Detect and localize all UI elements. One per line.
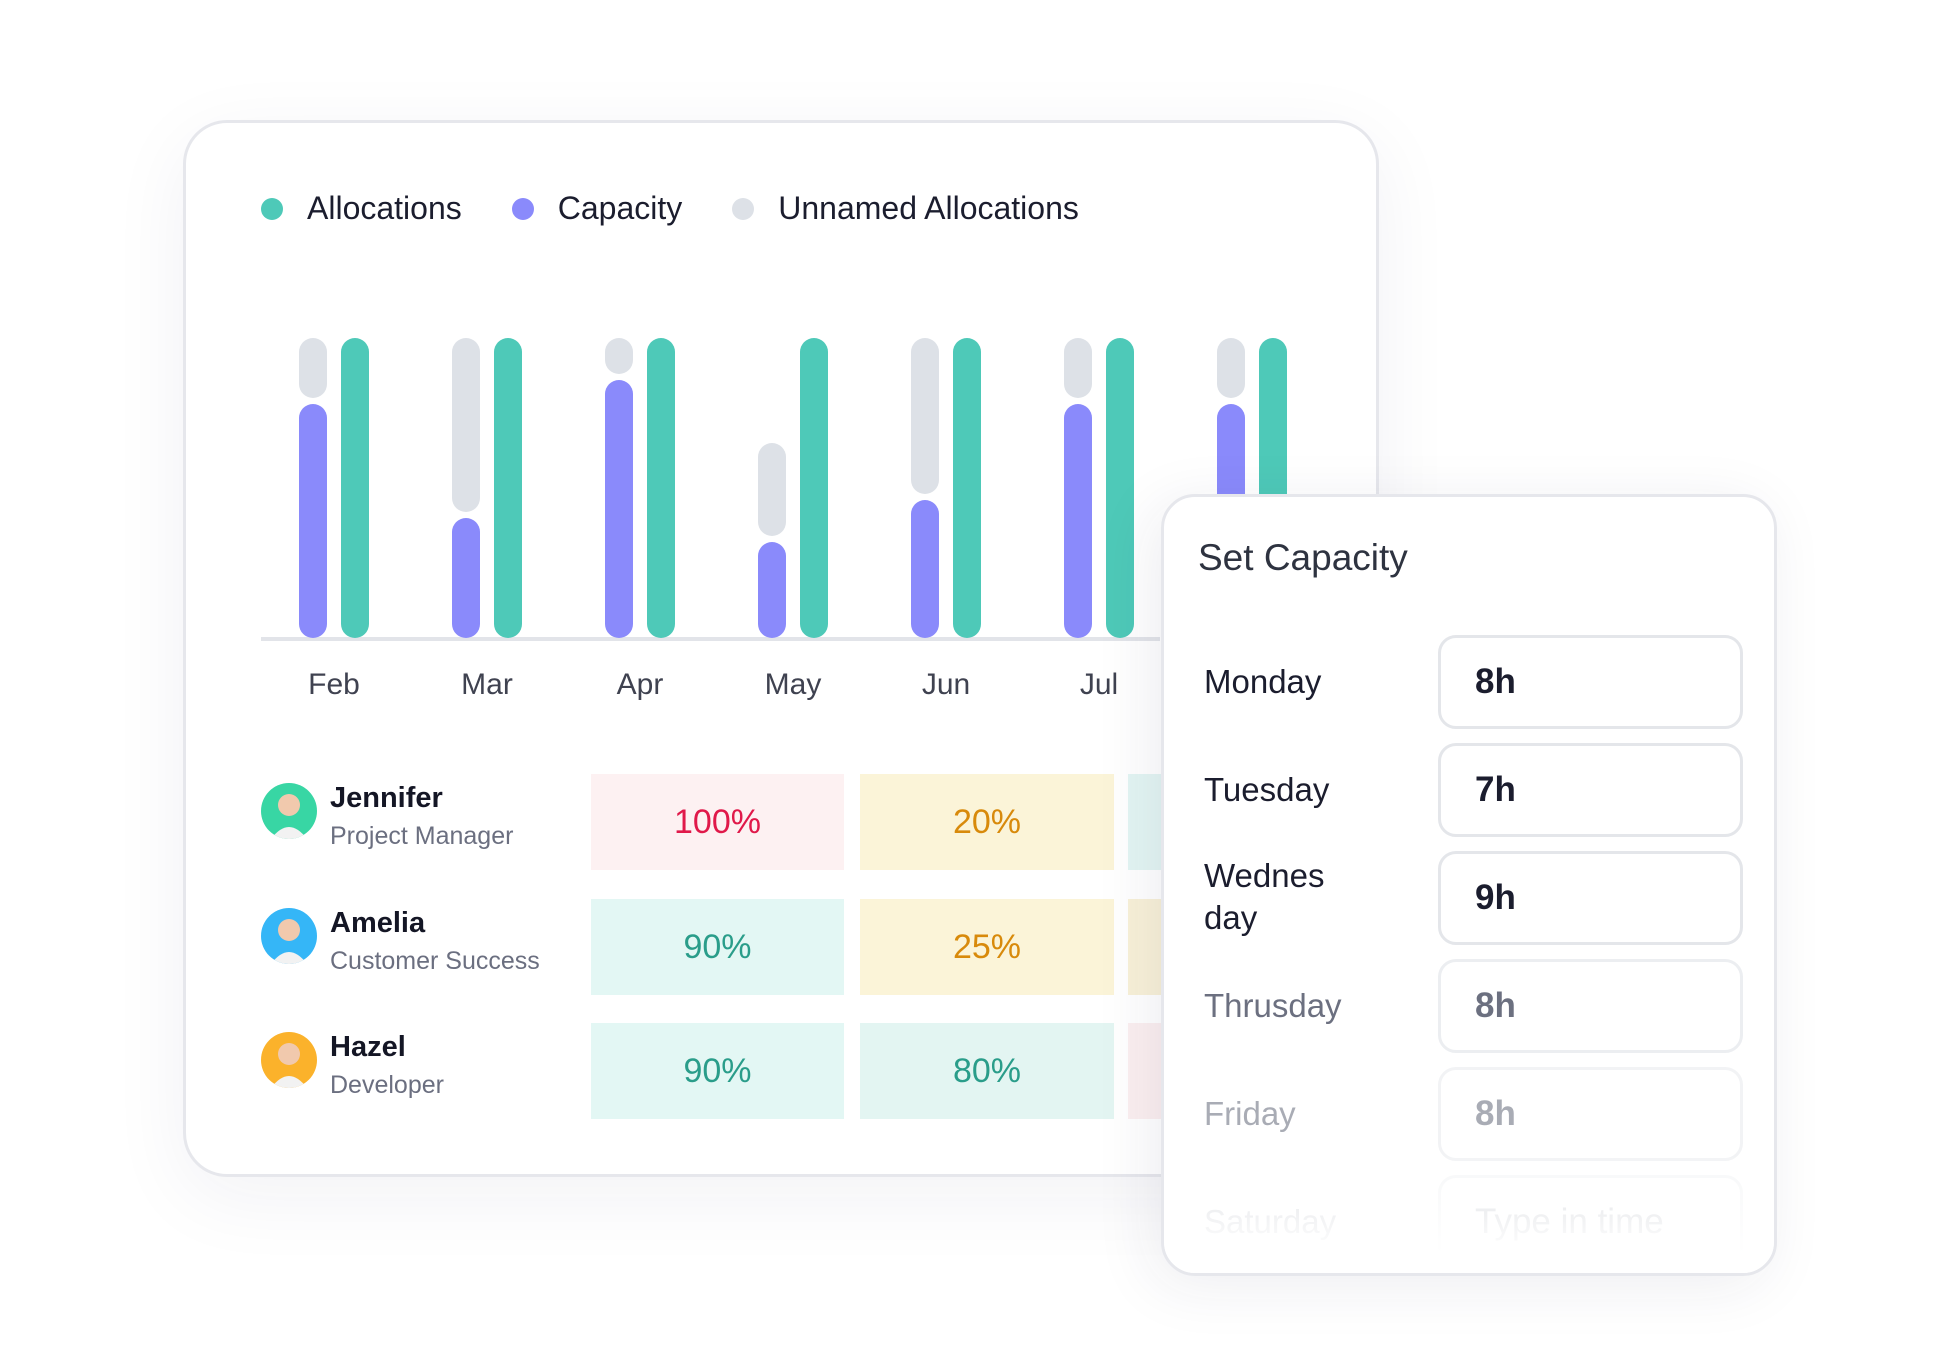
month-label: Jul (1079, 668, 1119, 701)
day-label: Friday (1204, 1095, 1296, 1132)
set-capacity-panel: Set Capacity Monday 8h Tuesday 7h Wednes day… (1161, 494, 1777, 1276)
month-label: Feb (308, 668, 360, 701)
legend-item-unnamed-allocations[interactable]: Unnamed Allocations (732, 190, 1079, 227)
panel-title: Set Capacity (1198, 537, 1408, 578)
bar-unnamed-allocations (452, 338, 480, 512)
bar-capacity (911, 500, 939, 638)
legend-label: Capacity (557, 190, 683, 226)
person-name: Hazel (330, 1031, 406, 1063)
allocation-cell[interactable]: 100% (591, 774, 844, 870)
day-label: Saturday (1204, 1203, 1337, 1240)
month-label: Jun (921, 668, 971, 701)
bar-allocations (953, 338, 981, 638)
person-role: Project Manager (330, 822, 514, 850)
day-label: Tuesday (1204, 771, 1330, 808)
allocation-cell[interactable]: 90% (591, 899, 844, 995)
person-role: Developer (330, 1071, 444, 1099)
legend-item-allocations[interactable]: Allocations (261, 190, 462, 227)
legend-item-capacity[interactable]: Capacity (511, 190, 683, 227)
hours-input-wednesday[interactable]: 9h (1438, 851, 1743, 945)
legend-label: Unnamed Allocations (778, 190, 1079, 226)
bar-unnamed-allocations (1217, 338, 1245, 398)
bar-allocations (647, 338, 675, 638)
chart-legend: Allocations Capacity Unnamed Allocations (261, 190, 1129, 227)
bar-unnamed-allocations (299, 338, 327, 398)
legend-dot-icon (732, 197, 755, 220)
allocation-cell[interactable]: 25% (860, 899, 1114, 995)
day-label: Monday (1204, 663, 1322, 700)
bar-allocations (800, 338, 828, 638)
bar-capacity (452, 518, 480, 638)
month-label: Mar (461, 668, 513, 701)
legend-dot-icon (261, 197, 283, 220)
day-label: Thrusday (1204, 987, 1342, 1024)
avatar (261, 1032, 317, 1088)
avatar (261, 783, 317, 839)
allocation-cell[interactable]: 20% (860, 774, 1114, 870)
bar-allocations (494, 338, 522, 638)
legend-label: Allocations (307, 190, 462, 226)
bar-allocations (341, 338, 369, 638)
bar-unnamed-allocations (911, 338, 939, 494)
day-label: Wednes day (1204, 857, 1325, 936)
hours-input-thrusday[interactable]: 8h (1438, 959, 1743, 1053)
person-role: Customer Success (330, 947, 540, 975)
legend-dot-icon (511, 197, 534, 220)
bar-unnamed-allocations (1064, 338, 1092, 398)
person-name: Amelia (330, 907, 426, 939)
hours-input-friday[interactable]: 8h (1438, 1067, 1743, 1161)
bar-unnamed-allocations (605, 338, 633, 374)
bar-allocations (1106, 338, 1134, 638)
bar-capacity (299, 404, 327, 638)
avatar (261, 908, 317, 964)
month-label: May (764, 668, 822, 701)
hours-input-monday[interactable]: 8h (1438, 635, 1743, 729)
bar-capacity (758, 542, 786, 638)
bar-capacity (1064, 404, 1092, 638)
allocation-cell[interactable]: 80% (860, 1023, 1114, 1119)
hours-input-saturday[interactable]: Type in time (1438, 1175, 1743, 1269)
bar-unnamed-allocations (758, 443, 786, 536)
person-name: Jennifer (330, 782, 443, 814)
hours-input-tuesday[interactable]: 7h (1438, 743, 1743, 837)
allocation-cell[interactable]: 90% (591, 1023, 844, 1119)
month-label: Apr (616, 668, 664, 701)
bar-capacity (605, 380, 633, 638)
